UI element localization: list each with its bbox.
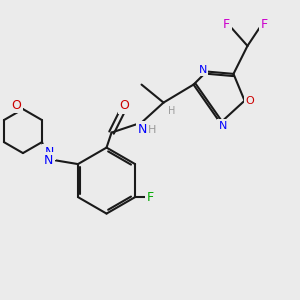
Text: F: F: [223, 18, 230, 32]
Text: O: O: [245, 96, 254, 106]
Text: O: O: [120, 99, 130, 112]
Text: N: N: [219, 121, 227, 131]
Text: F: F: [146, 190, 154, 204]
Text: N: N: [43, 154, 52, 166]
Text: N: N: [198, 64, 207, 74]
Text: H: H: [168, 106, 175, 116]
Text: H: H: [148, 124, 157, 135]
Text: F: F: [261, 18, 268, 32]
Text: O: O: [11, 99, 21, 112]
Text: N: N: [138, 123, 147, 136]
Text: N: N: [44, 146, 54, 159]
